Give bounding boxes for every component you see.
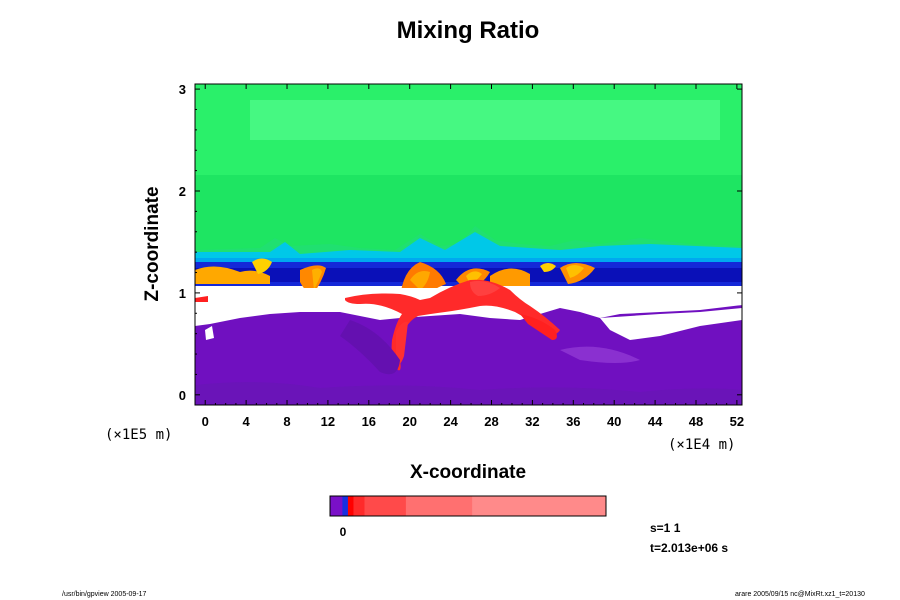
x-tick-label: 0 xyxy=(202,414,209,429)
y-tick-label: 3 xyxy=(179,82,186,97)
purple-swirl xyxy=(340,320,400,375)
plume-5 xyxy=(490,268,530,286)
purple-streak xyxy=(560,346,640,363)
x-tick-label: 28 xyxy=(484,414,498,429)
x-axis: 0 4 8 12 16 20 24 28 32 36 40 44 48 52 xyxy=(202,84,744,429)
plume-left xyxy=(195,266,270,284)
gap-right-extension xyxy=(600,308,742,340)
slice-info: s=1 1 xyxy=(650,521,681,535)
x-tick-label: 40 xyxy=(607,414,621,429)
x-tick-label: 36 xyxy=(566,414,580,429)
colorbar-swatch xyxy=(472,496,607,516)
colorbar-swatch xyxy=(342,496,349,516)
y-tick-label: 0 xyxy=(179,388,186,403)
x-tick-label: 32 xyxy=(525,414,539,429)
x-tick-label: 8 xyxy=(283,414,290,429)
plume-left-yellow xyxy=(252,258,272,274)
filament-right-tail xyxy=(520,314,557,340)
y-axis: 0 1 2 3 xyxy=(179,82,742,403)
x-tick-label: 16 xyxy=(362,414,376,429)
heatmap-field xyxy=(195,84,742,405)
cyan-band xyxy=(195,232,742,264)
x-tick-label: 48 xyxy=(689,414,703,429)
plume-6-core xyxy=(566,265,584,278)
chart-title: Mixing Ratio xyxy=(397,17,540,44)
y-axis-title: Z-coordinate xyxy=(142,186,163,301)
y-unit-label: (×1E5 m) xyxy=(105,427,172,443)
filament-core xyxy=(470,280,500,296)
purple-bottom xyxy=(195,382,742,405)
colorbar-swatch xyxy=(405,496,473,516)
y-tick-label: 2 xyxy=(179,184,186,199)
plot-frame xyxy=(194,83,743,406)
filament-left xyxy=(195,296,208,302)
plume-center-core xyxy=(410,271,430,290)
colorbar-tick-label: 0 xyxy=(340,525,347,539)
x-tick-label: 12 xyxy=(321,414,335,429)
x-unit-label: (×1E4 m) xyxy=(668,437,735,453)
footer-left: /usr/bin/gpview 2005-09-17 xyxy=(62,591,147,598)
footer-right: arare 2005/09/15 nc@MixRt.xz1_t=20130 xyxy=(735,591,865,598)
colorbar xyxy=(330,496,607,516)
time-info: t=2.013e+06 s xyxy=(650,541,728,555)
colorbar-frame xyxy=(329,495,607,517)
gap-left-spot xyxy=(205,326,214,340)
plume-2-core xyxy=(312,268,322,290)
plume-7 xyxy=(540,263,556,272)
colorbar-swatch xyxy=(330,496,343,516)
x-tick-label: 24 xyxy=(443,414,458,429)
x-tick-label: 20 xyxy=(402,414,416,429)
filament-down xyxy=(396,321,408,364)
x-axis-title: X-coordinate xyxy=(410,462,526,483)
upper-light-band xyxy=(250,100,720,140)
colorbar-swatch xyxy=(353,496,365,516)
x-tick-label: 52 xyxy=(730,414,744,429)
x-tick-label: 44 xyxy=(648,414,663,429)
colorbar-swatch xyxy=(364,496,407,516)
x-tick-label: 4 xyxy=(243,414,251,429)
colorbar-swatch xyxy=(347,496,354,516)
y-tick-label: 1 xyxy=(179,286,186,301)
